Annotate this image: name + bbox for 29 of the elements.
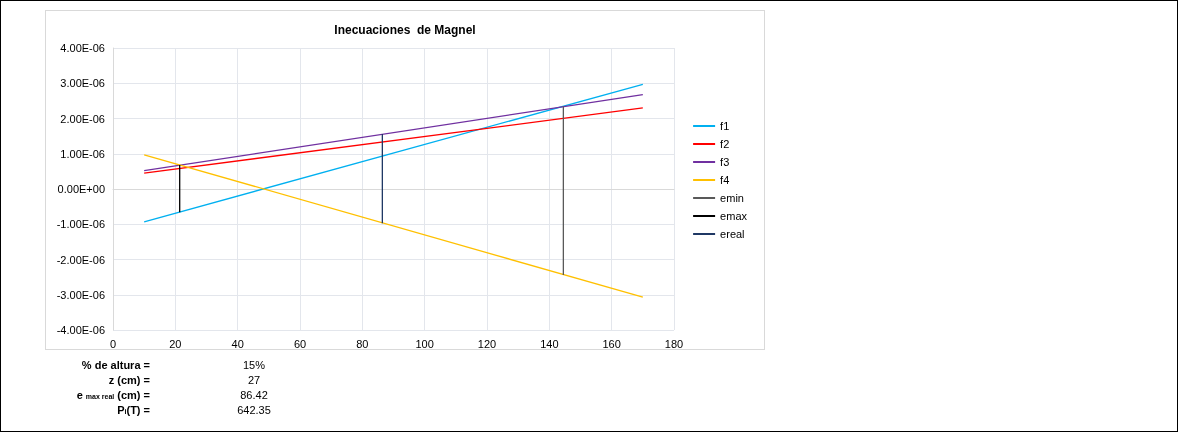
legend-label: f2 (720, 138, 730, 150)
x-tick-label: 120 (477, 337, 497, 350)
y-tick-label: 2.00E-06 (60, 112, 105, 125)
y-tick-label: 4.00E-06 (60, 42, 105, 54)
y-tick-label: -2.00E-06 (56, 253, 105, 266)
chart-title: Inecuaciones de Magnel (334, 23, 476, 37)
legend-label: f4 (720, 174, 730, 186)
x-tick-label: 160 (602, 337, 621, 350)
x-tick-label: 0 (109, 337, 117, 350)
text: % de altura = 15% (81, 359, 266, 371)
legend-label: f3 (720, 156, 730, 168)
x-tick-label: 60 (293, 337, 307, 350)
y-tick-label: 0.00E+00 (57, 183, 105, 195)
x-tick-label: 20 (169, 337, 182, 350)
legend-label: f1 (720, 120, 730, 132)
x-tick-label: 140 (540, 337, 559, 350)
y-tick-label: 1.00E-06 (60, 147, 105, 160)
legend-label: emax (720, 210, 748, 222)
y-tick-label: -1.00E-06 (56, 218, 105, 231)
x-tick-label: 40 (231, 337, 244, 350)
y-tick-label: -4.00E-06 (56, 324, 105, 336)
text: z (cm) = 27 (108, 374, 261, 386)
x-tick-label: 80 (356, 337, 369, 350)
y-tick-label: -3.00E-06 (56, 288, 105, 301)
x-tick-label: 100 (415, 337, 434, 350)
x-tick-label: 180 (664, 337, 684, 350)
legend-label: ereal (720, 228, 745, 240)
legend-label: emin (720, 192, 744, 204)
y-tick-label: 3.00E-06 (60, 77, 105, 90)
